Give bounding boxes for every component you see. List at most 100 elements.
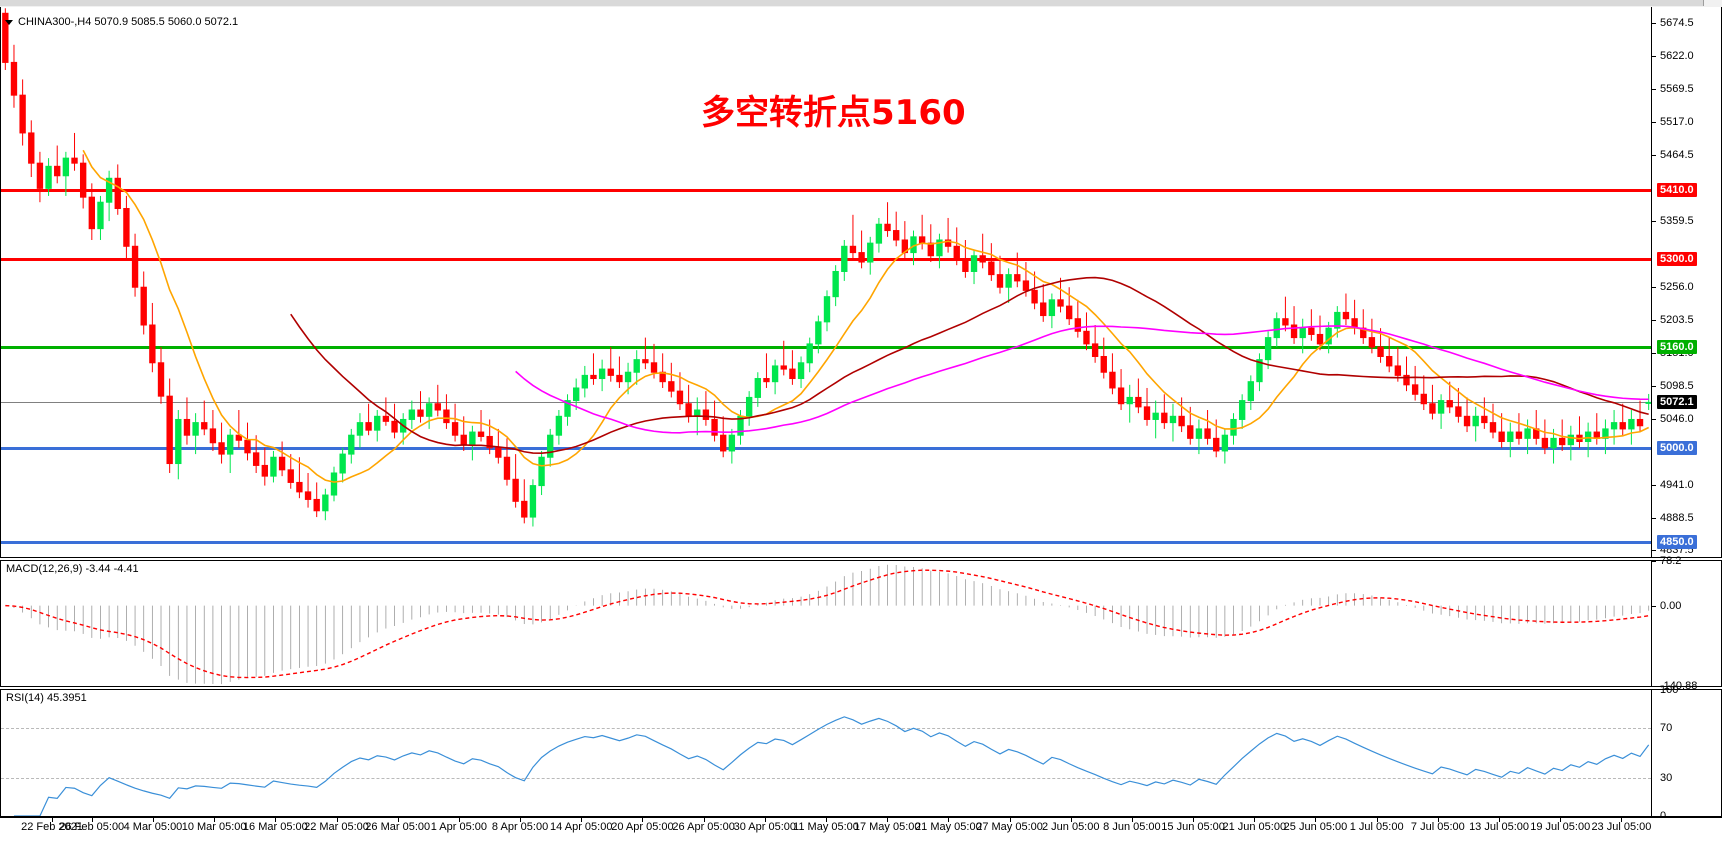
time-axis-label: 26 Feb 05:00 bbox=[59, 821, 125, 833]
axis-tick bbox=[1652, 155, 1656, 157]
price-axis-label: 5359.5 bbox=[1660, 215, 1694, 228]
macd-axis-label: 78.2 bbox=[1660, 555, 1682, 567]
macd-axis-label: 0.00 bbox=[1660, 599, 1682, 612]
price-tag-pivot: 5160.0 bbox=[1657, 340, 1697, 355]
time-axis-label: 26 Mar 05:00 bbox=[365, 821, 431, 833]
ma-orange-line bbox=[82, 149, 1650, 483]
time-axis-label: 26 Apr 05:00 bbox=[672, 821, 735, 833]
time-tick bbox=[1621, 818, 1623, 822]
rsi-axis-label: 0 bbox=[1660, 810, 1667, 822]
ma-darkred-line bbox=[290, 276, 1649, 455]
axis-tick bbox=[1652, 122, 1656, 124]
time-tick bbox=[948, 818, 950, 822]
time-axis-label: 4 Mar 05:00 bbox=[123, 821, 183, 833]
axis-tick bbox=[1652, 418, 1656, 420]
axis-tick bbox=[1652, 221, 1656, 223]
time-axis-label: 14 Apr 05:00 bbox=[550, 821, 613, 833]
axis-tick bbox=[1652, 518, 1656, 519]
level-line-resistance bbox=[1, 257, 1651, 261]
time-tick bbox=[1009, 818, 1011, 822]
time-axis-label: 22 Feb 2021 bbox=[21, 821, 83, 833]
time-tick bbox=[275, 818, 277, 822]
rsi-line bbox=[13, 716, 1650, 816]
symbol-header-text: CHINA300-,H4 5070.9 5085.5 5060.0 5072.1 bbox=[18, 16, 239, 28]
rsi-guide-70 bbox=[1, 727, 1651, 729]
time-tick bbox=[1376, 818, 1378, 822]
time-axis-label: 1 Jul 05:00 bbox=[1349, 821, 1404, 833]
last-price-line bbox=[1, 402, 1651, 404]
caret-down-icon[interactable] bbox=[5, 19, 13, 25]
axis-tick bbox=[1652, 605, 1656, 607]
time-tick bbox=[581, 818, 583, 822]
axis-tick bbox=[1652, 89, 1656, 91]
time-tick bbox=[458, 818, 460, 822]
time-tick bbox=[887, 818, 889, 822]
macd-axis: 78.2 0.00 -140.88 bbox=[1651, 555, 1721, 692]
price-axis-label: 4941.0 bbox=[1660, 478, 1694, 491]
time-tick bbox=[1131, 818, 1133, 822]
level-line-pivot bbox=[1, 346, 1651, 350]
time-tick bbox=[1499, 818, 1501, 822]
axis-tick bbox=[1652, 56, 1656, 58]
time-axis-label: 20 Apr 05:00 bbox=[611, 821, 674, 833]
time-tick bbox=[703, 818, 705, 822]
time-tick bbox=[1070, 818, 1072, 822]
time-axis-label: 22 Mar 05:00 bbox=[304, 821, 369, 833]
axis-tick bbox=[1652, 550, 1656, 552]
time-axis-label: 8 Apr 05:00 bbox=[491, 821, 549, 833]
axis-tick bbox=[1652, 385, 1656, 387]
time-tick bbox=[826, 818, 827, 822]
axis-tick bbox=[1652, 352, 1656, 354]
time-axis-label: 23 Jul 05:00 bbox=[1591, 821, 1652, 833]
chart-annotation: 多空转折点5160 bbox=[701, 93, 966, 133]
time-axis-label: 15 Jun 05:00 bbox=[1161, 821, 1225, 833]
axis-tick bbox=[1652, 561, 1656, 562]
scrollbar-thumb[interactable] bbox=[0, 0, 1704, 6]
candlestick-series bbox=[2, 8, 1651, 527]
time-axis-label: 8 Jun 05:00 bbox=[1103, 821, 1161, 833]
time-axis-label: 21 May 05:00 bbox=[915, 821, 982, 833]
price-axis-label: 5098.5 bbox=[1660, 379, 1694, 392]
rsi-axis-label: 30 bbox=[1660, 772, 1673, 785]
price-axis-label: 5046.0 bbox=[1660, 412, 1694, 425]
price-tag-resistance: 5410.0 bbox=[1657, 182, 1697, 197]
rsi-pane[interactable]: 100 70 30 0 RSI(14) 45.3951 bbox=[0, 684, 1722, 822]
price-axis-label: 5203.5 bbox=[1660, 313, 1694, 326]
macd-plot-area[interactable] bbox=[1, 561, 1651, 686]
price-axis-label: 5464.5 bbox=[1660, 149, 1694, 162]
time-tick bbox=[1560, 818, 1562, 822]
time-axis-label: 25 Jun 05:00 bbox=[1283, 821, 1348, 833]
symbol-header: CHINA300-,H4 5070.9 5085.5 5060.0 5072.1 bbox=[5, 16, 238, 28]
macd-series bbox=[5, 564, 1650, 685]
rsi-plot-area[interactable] bbox=[1, 690, 1651, 816]
price-axis-label: 5517.0 bbox=[1660, 116, 1694, 129]
time-tick bbox=[397, 818, 399, 822]
axis-tick bbox=[1652, 686, 1656, 687]
price-axis-label: 5256.0 bbox=[1660, 280, 1694, 293]
time-axis-label: 2 Jun 05:00 bbox=[1041, 821, 1100, 833]
time-axis-label: 27 May 05:00 bbox=[976, 821, 1043, 833]
rsi-axis: 100 70 30 0 bbox=[1651, 684, 1721, 822]
time-tick bbox=[1437, 818, 1439, 822]
price-axis-label: 5569.5 bbox=[1660, 83, 1694, 96]
time-tick bbox=[1193, 818, 1195, 822]
axis-tick bbox=[1652, 319, 1656, 321]
time-axis: 22 Feb 2021 26 Feb 05:00 4 Mar 05:00 10 Mar… bbox=[0, 817, 1722, 841]
macd-pane[interactable]: 78.2 0.00 -140.88 MACD(12,26,9) -3.44 -4.4… bbox=[0, 555, 1722, 692]
rsi-indicator-label: RSI(14) 45.3951 bbox=[6, 692, 87, 704]
time-axis-label: 13 Jul 05:00 bbox=[1469, 821, 1529, 833]
rsi-series bbox=[13, 716, 1650, 816]
time-axis-label: 16 Mar 05:00 bbox=[242, 821, 308, 833]
time-tick bbox=[520, 818, 522, 822]
price-pane[interactable]: 5674.5 5622.0 5569.5 5517.0 5464.5 5359.5 5256… bbox=[0, 7, 1722, 558]
time-axis-label: 21 Jun 05:00 bbox=[1222, 821, 1287, 833]
ma-magenta-line bbox=[515, 325, 1649, 434]
price-tag-last-price: 5072.1 bbox=[1657, 395, 1697, 410]
time-tick bbox=[52, 818, 53, 822]
axis-tick bbox=[1652, 286, 1656, 288]
price-plot-area[interactable] bbox=[1, 7, 1651, 557]
time-tick bbox=[642, 818, 644, 822]
axis-tick bbox=[1652, 23, 1656, 25]
level-line-support bbox=[1, 541, 1651, 545]
axis-tick bbox=[1652, 484, 1656, 486]
